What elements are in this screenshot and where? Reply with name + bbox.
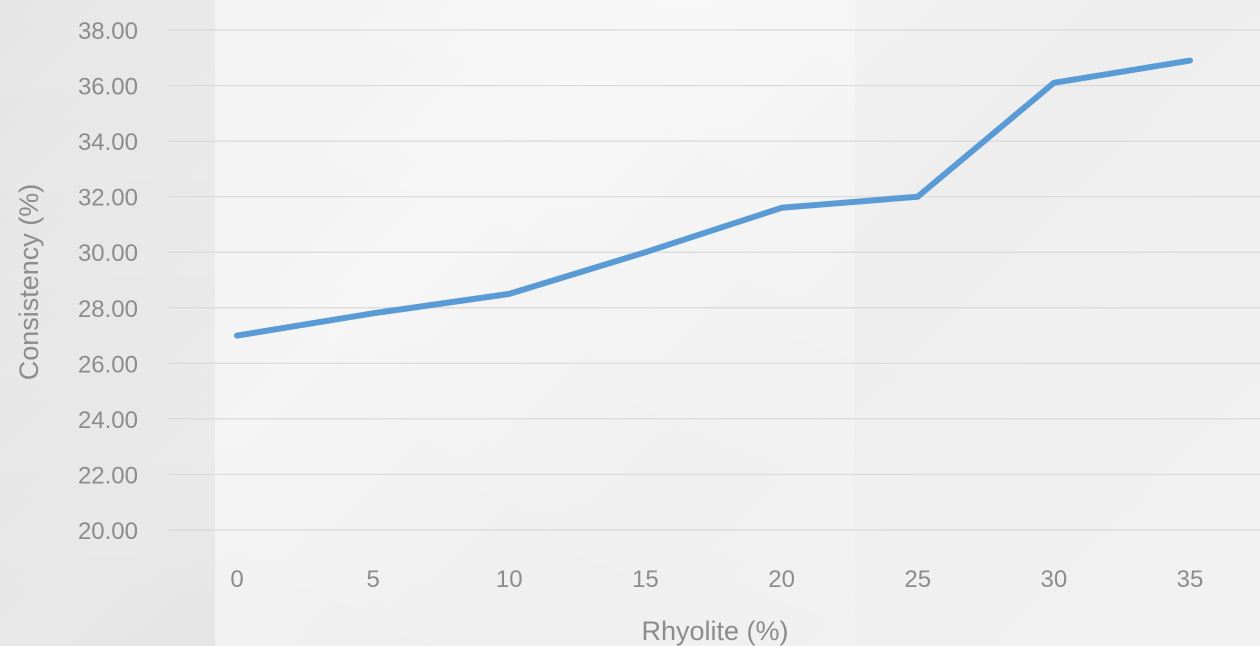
y-axis-ticks: 20.00 22.00 24.00 26.00 28.00 30.00 32.00 34.00… bbox=[78, 18, 138, 545]
y-tick-label: 36.00 bbox=[78, 74, 138, 101]
series-line bbox=[234, 57, 1193, 339]
x-tick-label: 30 bbox=[1041, 566, 1068, 593]
gridlines bbox=[168, 29, 1260, 531]
y-tick-label: 24.00 bbox=[78, 407, 138, 434]
y-axis-title: Consistency (%) bbox=[14, 184, 44, 381]
x-tick-label: 35 bbox=[1177, 566, 1204, 593]
x-tick-label: 25 bbox=[904, 566, 931, 593]
x-tick-label: 5 bbox=[366, 566, 379, 593]
y-tick-label: 38.00 bbox=[78, 18, 138, 45]
x-tick-label: 0 bbox=[230, 566, 243, 593]
x-tick-label: 10 bbox=[496, 566, 523, 593]
x-axis-ticks: 0 5 10 15 20 25 30 35 bbox=[230, 566, 1203, 593]
y-tick-label: 22.00 bbox=[78, 462, 138, 489]
y-tick-label: 30.00 bbox=[78, 240, 138, 267]
x-tick-label: 15 bbox=[632, 566, 659, 593]
y-tick-label: 34.00 bbox=[78, 129, 138, 156]
y-tick-label: 32.00 bbox=[78, 185, 138, 212]
y-tick-label: 26.00 bbox=[78, 351, 138, 378]
y-tick-label: 28.00 bbox=[78, 296, 138, 323]
y-tick-label: 20.00 bbox=[78, 518, 138, 545]
x-tick-label: 20 bbox=[768, 566, 795, 593]
x-axis-title: Rhyolite (%) bbox=[641, 616, 788, 646]
